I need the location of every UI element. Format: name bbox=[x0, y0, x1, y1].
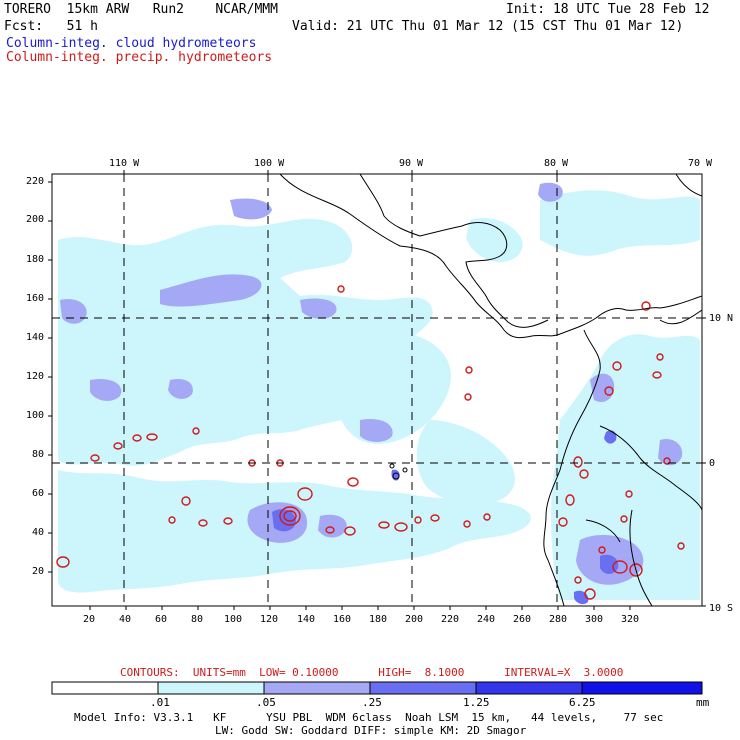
colorbar-label: 1.25 bbox=[463, 696, 490, 709]
tick-marks bbox=[48, 170, 706, 610]
coastlines bbox=[279, 174, 702, 606]
model-info-line1: Model Info: V3.3.1 KF YSU PBL WDM 6class… bbox=[74, 711, 664, 724]
colorbar-label: .01 bbox=[150, 696, 170, 709]
x-tick: 300 bbox=[585, 614, 604, 625]
model-title: TORERO 15km ARW Run2 NCAR/MMM bbox=[4, 2, 278, 17]
lat-label-0: 0 bbox=[709, 458, 716, 469]
colorbar-unit: mm bbox=[696, 696, 710, 709]
colorbar-segment bbox=[157, 681, 265, 695]
forecast-hour: Fcst: 51 h bbox=[4, 19, 98, 34]
colorbar-segment bbox=[263, 681, 371, 695]
y-tick: 20 bbox=[32, 566, 45, 577]
y-tick: 80 bbox=[32, 449, 45, 460]
x-tick: 220 bbox=[441, 614, 460, 625]
colorbar-label: 6.25 bbox=[569, 696, 596, 709]
y-tick: 140 bbox=[26, 332, 45, 343]
lat-label-10n: 10 N bbox=[709, 313, 734, 324]
colorbar-segment bbox=[369, 681, 477, 695]
colorbar-segment bbox=[51, 681, 159, 695]
y-tick: 180 bbox=[26, 254, 45, 265]
x-tick: 160 bbox=[333, 614, 352, 625]
colorbar-segment bbox=[475, 681, 583, 695]
contours-info: CONTOURS: UNITS=mm LOW= 0.10000 HIGH= 8.… bbox=[120, 666, 624, 679]
x-tick: 260 bbox=[513, 614, 532, 625]
x-tick: 180 bbox=[369, 614, 388, 625]
x-tick: 200 bbox=[405, 614, 424, 625]
lon-label-70w: 70 W bbox=[688, 158, 713, 169]
x-tick: 320 bbox=[621, 614, 640, 625]
x-tick: 120 bbox=[260, 614, 279, 625]
cloud-field-light bbox=[58, 190, 700, 600]
colorbar bbox=[51, 681, 703, 695]
x-tick: 280 bbox=[549, 614, 568, 625]
init-time: Init: 18 UTC Tue 28 Feb 12 bbox=[506, 2, 710, 17]
y-tick: 220 bbox=[26, 176, 45, 187]
y-tick: 120 bbox=[26, 371, 45, 382]
y-tick: 200 bbox=[26, 214, 45, 225]
colorbar-label: .05 bbox=[256, 696, 276, 709]
x-tick: 140 bbox=[297, 614, 316, 625]
map-frame bbox=[51, 173, 703, 607]
valid-time: Valid: 21 UTC Thu 01 Mar 12 (15 CST Thu … bbox=[292, 19, 684, 34]
latlon-grid bbox=[52, 174, 702, 606]
x-tick: 80 bbox=[191, 614, 204, 625]
y-tick: 100 bbox=[26, 410, 45, 421]
lon-label-110w: 110 W bbox=[109, 158, 140, 169]
y-tick: 40 bbox=[32, 527, 45, 538]
colorbar-label: .25 bbox=[362, 696, 382, 709]
map-field bbox=[56, 174, 702, 606]
model-info-line2: LW: Godd SW: Goddard DIFF: simple KM: 2D… bbox=[215, 724, 527, 737]
x-tick: 240 bbox=[477, 614, 496, 625]
y-tick: 60 bbox=[32, 488, 45, 499]
x-tick: 20 bbox=[83, 614, 96, 625]
colorbar-segment bbox=[581, 681, 703, 695]
x-tick: 40 bbox=[119, 614, 132, 625]
lon-label-100w: 100 W bbox=[254, 158, 285, 169]
field-label-cloud: Column-integ. cloud hydrometeors bbox=[6, 36, 257, 51]
lon-label-90w: 90 W bbox=[399, 158, 424, 169]
field-label-precip: Column-integ. precip. hydrometeors bbox=[6, 50, 273, 65]
precip-contours bbox=[56, 285, 685, 600]
x-tick: 60 bbox=[155, 614, 168, 625]
y-tick: 160 bbox=[26, 293, 45, 304]
lon-label-80w: 80 W bbox=[544, 158, 569, 169]
x-tick: 100 bbox=[224, 614, 243, 625]
lat-label-10s: 10 S bbox=[709, 603, 734, 614]
